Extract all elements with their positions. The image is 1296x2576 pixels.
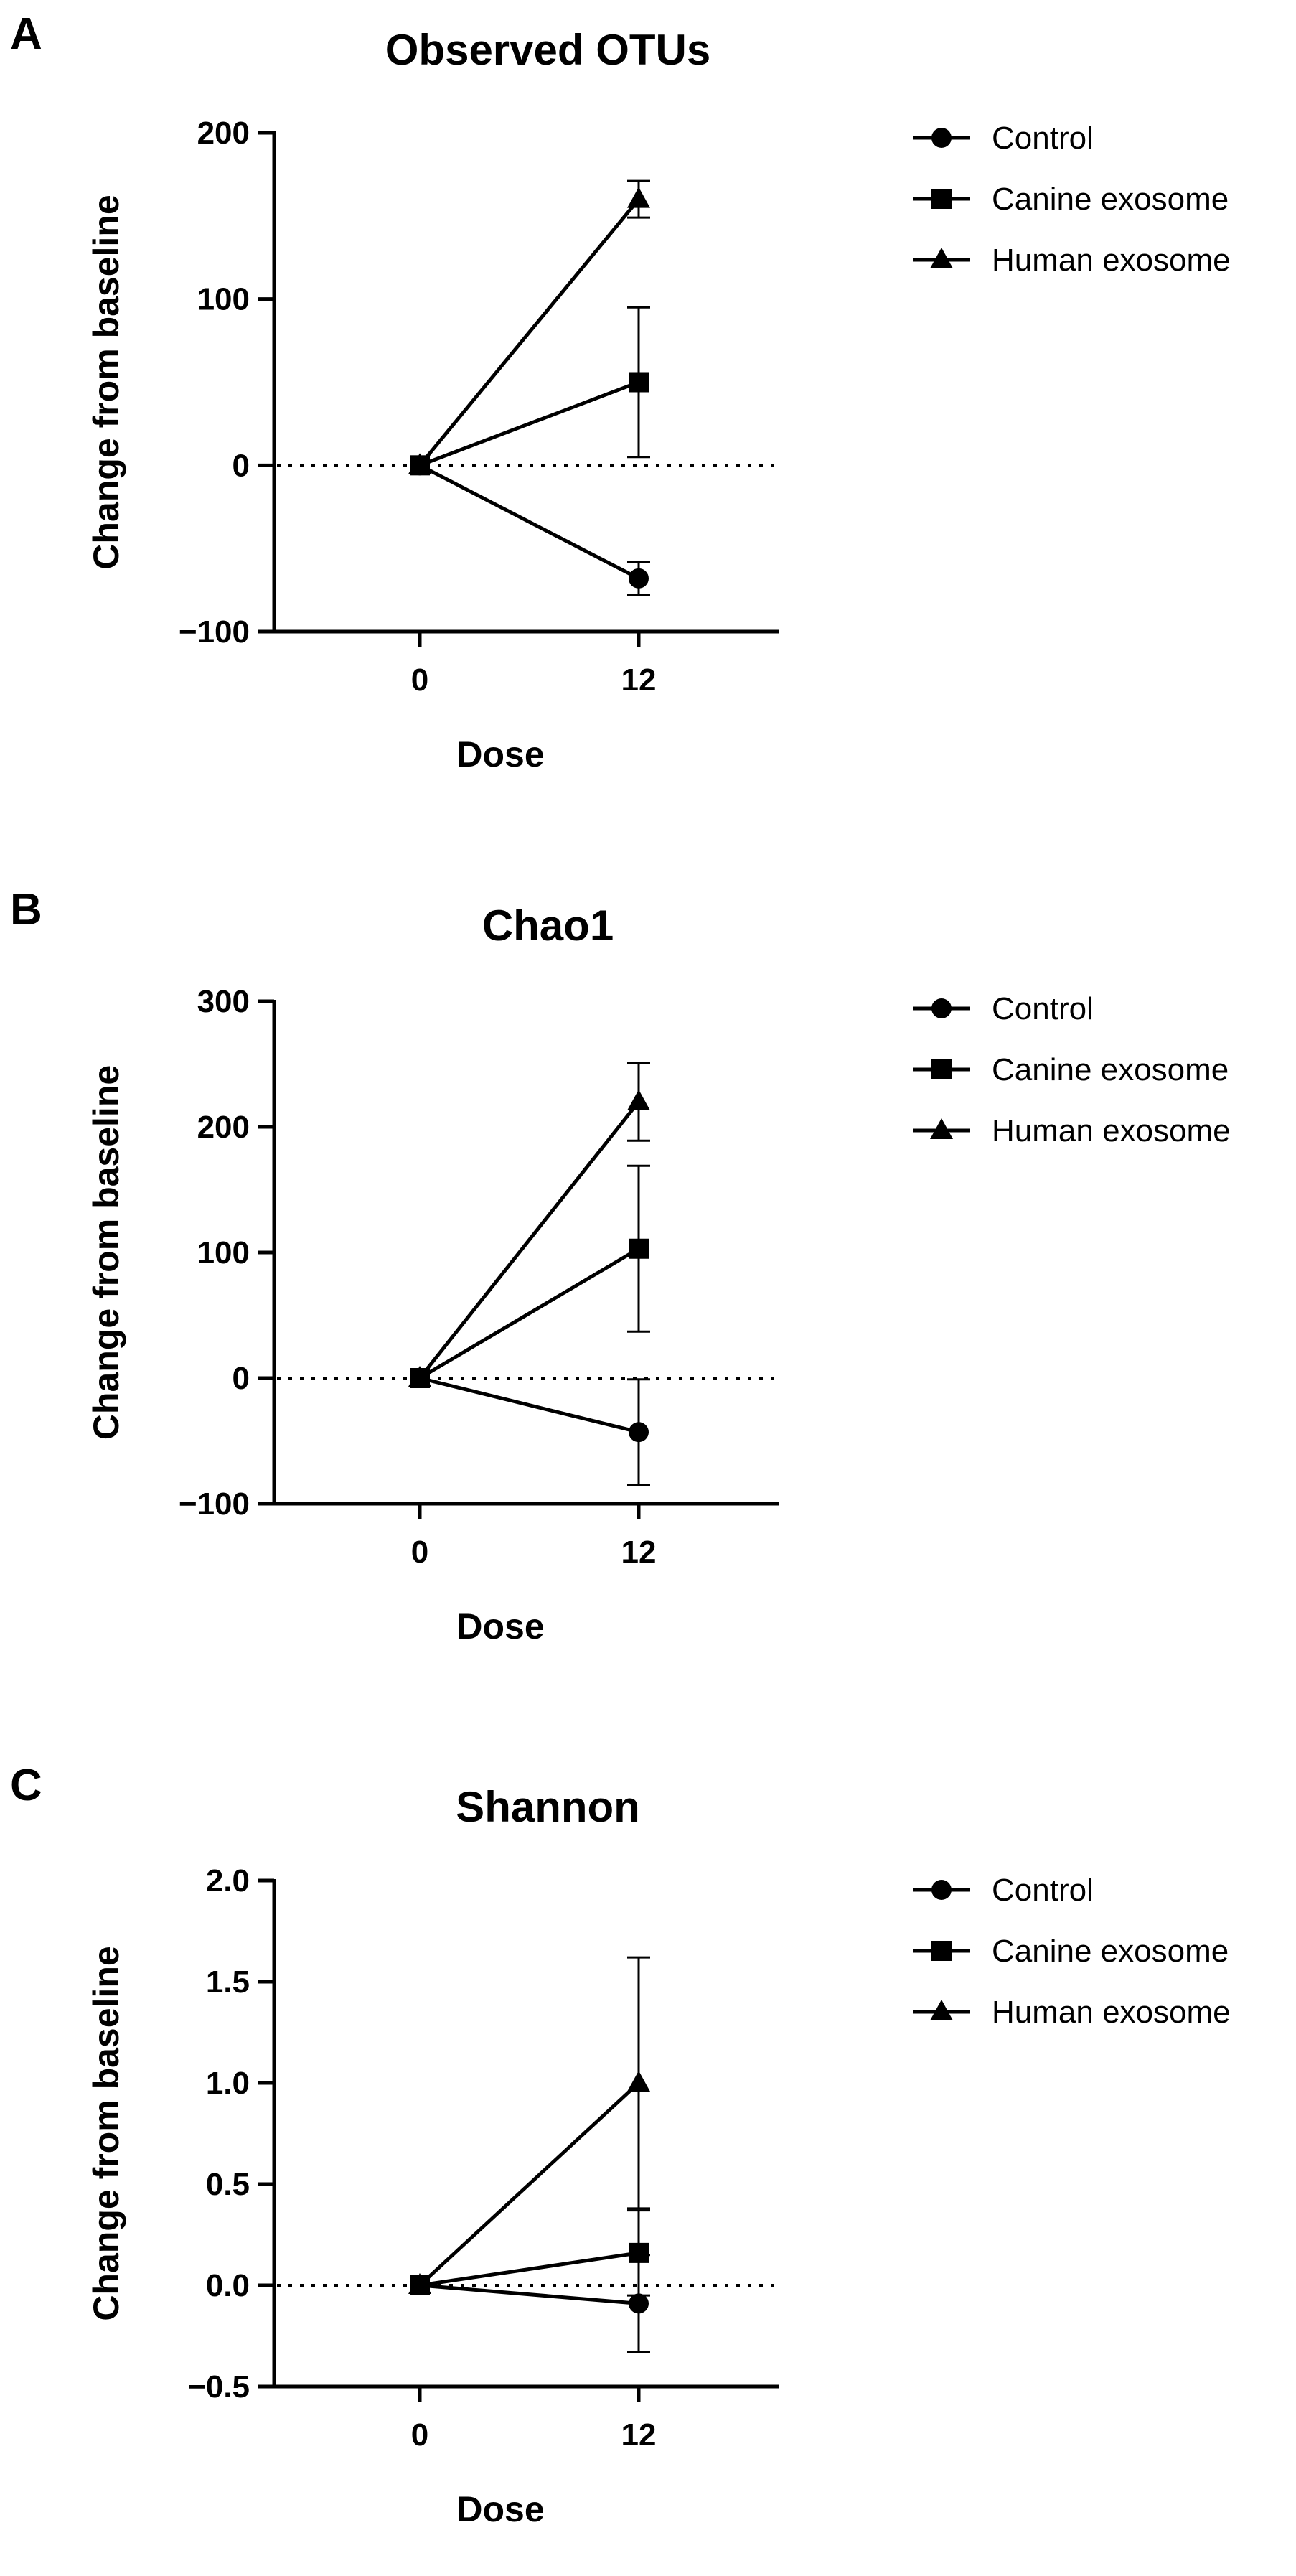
y-tick-label: 0.0 xyxy=(206,2268,250,2303)
data-point-canine-exosome xyxy=(629,372,649,393)
legend-item-human-exosome: Human exosome xyxy=(913,243,1231,278)
y-tick-label: 0.5 xyxy=(206,2167,250,2202)
x-axis-title: Dose xyxy=(456,1606,544,1647)
chart-title: Shannon xyxy=(456,1783,640,1831)
series-line-human-exosome xyxy=(418,2081,640,2287)
data-point-human-exosome xyxy=(408,2273,431,2294)
legend-marker-circle xyxy=(931,128,952,148)
data-point-human-exosome xyxy=(627,187,650,208)
x-tick-label: 0 xyxy=(411,2417,428,2453)
legend-label: Control xyxy=(992,991,1094,1026)
legend-item-canine-exosome: Canine exosome xyxy=(913,1052,1229,1087)
panel-label: C xyxy=(10,1761,42,1810)
legend-marker-square xyxy=(931,1941,952,1961)
legend-marker-triangle xyxy=(930,248,953,268)
y-tick-label: 2.0 xyxy=(206,1863,250,1898)
legend-item-control: Control xyxy=(913,991,1094,1026)
x-axis-title: Dose xyxy=(456,2489,544,2529)
series-line-canine-exosome xyxy=(419,2251,639,2287)
legend-label: Human exosome xyxy=(992,243,1231,278)
data-point-human-exosome xyxy=(408,453,431,474)
chart-title: Observed OTUs xyxy=(385,26,711,74)
y-tick-label: 200 xyxy=(197,116,250,151)
series-line-control xyxy=(419,1376,639,1434)
panel-label: B xyxy=(10,885,42,935)
x-tick-label: 12 xyxy=(621,2417,657,2453)
legend-item-human-exosome: Human exosome xyxy=(913,1113,1231,1148)
series-line-human-exosome xyxy=(418,198,640,467)
y-tick-label: 1.0 xyxy=(206,2066,250,2101)
legend-label: Canine exosome xyxy=(992,1934,1229,1969)
legend-label: Canine exosome xyxy=(992,182,1229,217)
legend-marker-square xyxy=(931,1059,952,1079)
chart-panel-a: A Observed OTUs −100 0 100 200 0 12 Dose Change f… xyxy=(10,9,1231,774)
legend-marker-circle xyxy=(931,998,952,1018)
data-point-human-exosome xyxy=(627,2071,650,2092)
y-tick-label: −100 xyxy=(179,1486,250,1522)
legend-item-control: Control xyxy=(913,121,1094,156)
legend-label: Control xyxy=(992,121,1094,156)
legend-item-human-exosome: Human exosome xyxy=(913,1995,1231,2030)
y-tick-label: 300 xyxy=(197,984,250,1019)
y-tick-label: 100 xyxy=(197,1235,250,1270)
data-point-control xyxy=(629,568,649,589)
legend-marker-circle xyxy=(931,1880,952,1900)
y-tick-label: 0 xyxy=(233,448,250,483)
data-point-canine-exosome xyxy=(629,1238,649,1259)
x-tick-label: 12 xyxy=(621,1535,657,1570)
y-tick-label: −100 xyxy=(179,614,250,650)
legend-label: Human exosome xyxy=(992,1113,1231,1148)
panel-label: A xyxy=(10,9,42,59)
legend-item-control: Control xyxy=(913,1873,1094,1908)
legend-label: Canine exosome xyxy=(992,1052,1229,1087)
x-axis-title: Dose xyxy=(456,734,544,774)
legend-item-canine-exosome: Canine exosome xyxy=(913,182,1229,217)
y-tick-label: 1.5 xyxy=(206,1964,250,2000)
y-tick-label: −0.5 xyxy=(187,2369,250,2404)
data-point-human-exosome xyxy=(627,1090,650,1110)
legend-item-canine-exosome: Canine exosome xyxy=(913,1934,1229,1969)
y-axis-title: Change from baseline xyxy=(86,1946,126,2320)
y-axis-title: Change from baseline xyxy=(86,195,126,569)
legend-marker-triangle xyxy=(930,2000,953,2020)
data-point-control xyxy=(629,2293,649,2314)
series-line-canine-exosome xyxy=(419,380,639,467)
x-tick-label: 0 xyxy=(411,1535,428,1570)
y-tick-label: 0 xyxy=(233,1361,250,1396)
x-tick-label: 12 xyxy=(621,662,657,698)
legend-label: Human exosome xyxy=(992,1995,1231,2030)
data-point-human-exosome xyxy=(408,1366,431,1387)
series-line-control xyxy=(418,464,640,581)
data-point-control xyxy=(629,1422,649,1443)
series-line-control xyxy=(419,2283,639,2305)
x-tick-label: 0 xyxy=(411,662,428,698)
y-axis-title: Change from baseline xyxy=(86,1065,126,1440)
series-line-canine-exosome xyxy=(418,1247,640,1380)
series-line-human-exosome xyxy=(418,1100,640,1380)
data-point-canine-exosome xyxy=(629,2242,649,2263)
chart-panel-b: B Chao1 −100 0 100 200 300 0 12 Dose Change from b… xyxy=(10,885,1231,1647)
chart-panel-c: C Shannon −0.5 0.0 0.5 1.0 1.5 2.0 0 12 Dose Change… xyxy=(10,1761,1231,2529)
legend-label: Control xyxy=(992,1873,1094,1908)
chart-title: Chao1 xyxy=(482,901,614,950)
legend-marker-square xyxy=(931,189,952,209)
y-tick-label: 200 xyxy=(197,1110,250,1145)
y-tick-label: 100 xyxy=(197,282,250,317)
legend-marker-triangle xyxy=(930,1118,953,1139)
